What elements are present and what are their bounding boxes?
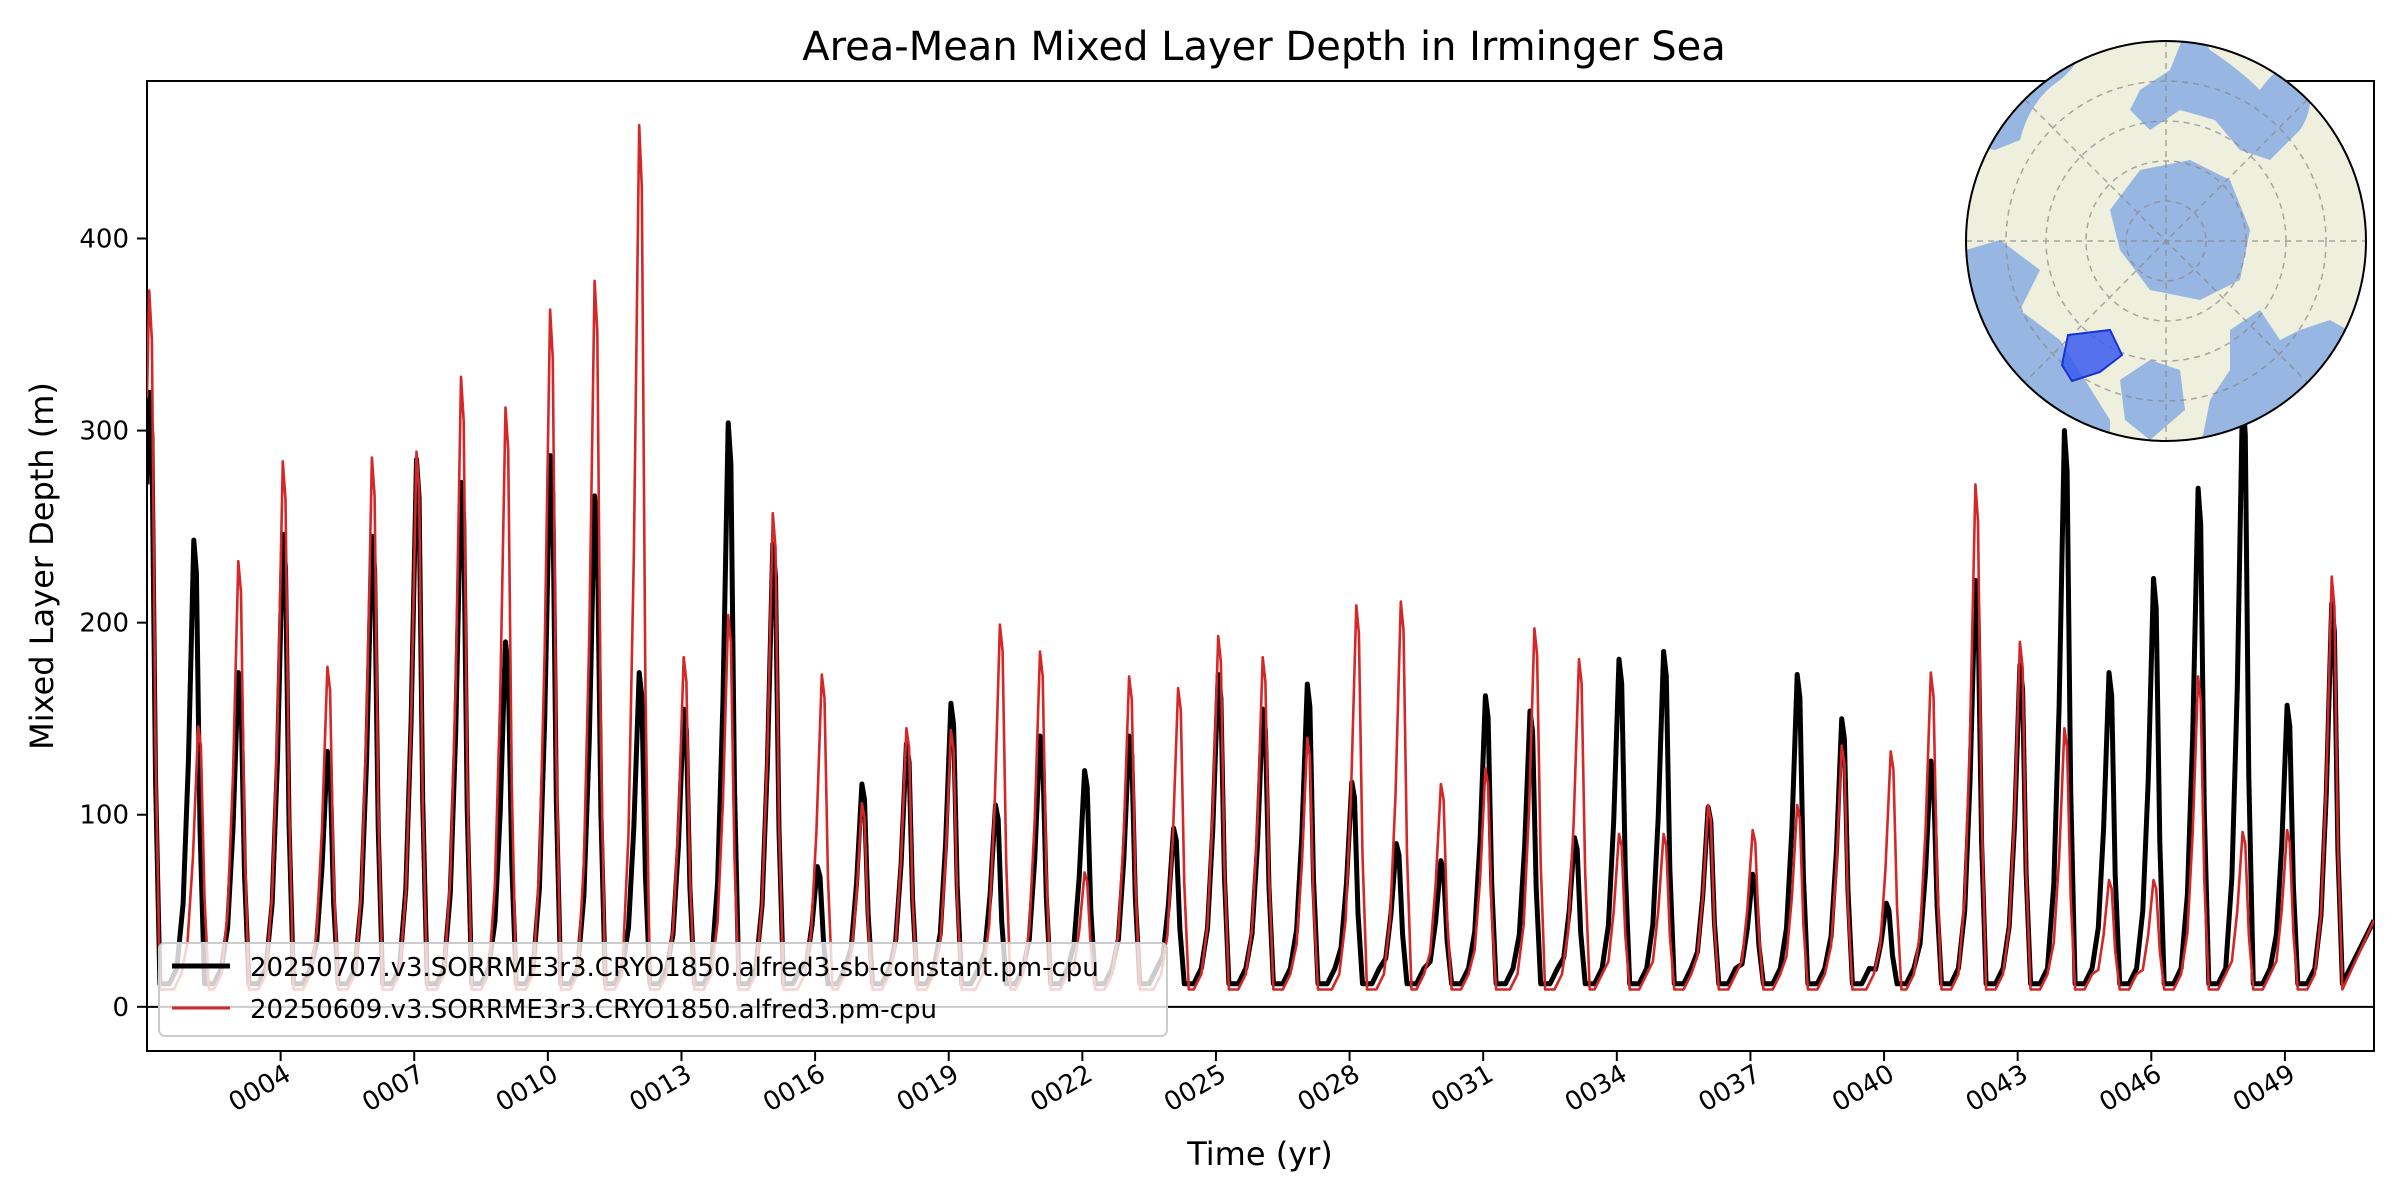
y-tick-label: 200 [79, 609, 129, 639]
x-tick-label: 0037 [1694, 1059, 1766, 1118]
x-tick-label: 0040 [1827, 1059, 1899, 1118]
legend-label-sb-constant: 20250707.v3.SORRME3r3.CRYO1850.alfred3-s… [250, 953, 1099, 983]
x-tick-label: 0031 [1426, 1059, 1498, 1118]
legend: 20250707.v3.SORRME3r3.CRYO1850.alfred3-s… [158, 942, 1168, 1037]
y-axis-ticks: 0 100 200 300 400 [79, 225, 147, 1023]
x-tick-label: 0013 [625, 1059, 697, 1118]
x-tick-label: 0022 [1026, 1059, 1098, 1118]
series-line-alfred3 [147, 123, 2374, 991]
x-tick-label: 0043 [1961, 1059, 2033, 1118]
chart-title: Area-Mean Mixed Layer Depth in Irminger … [802, 24, 1726, 70]
y-axis-label: Mixed Layer Depth (m) [23, 382, 61, 750]
x-tick-label: 0028 [1293, 1059, 1365, 1118]
inset-graticule [1966, 41, 2366, 441]
x-tick-label: 0034 [1560, 1059, 1632, 1118]
y-tick-label: 100 [79, 801, 129, 831]
x-tick-label: 0049 [2228, 1059, 2300, 1118]
legend-label-alfred3: 20250609.v3.SORRME3r3.CRYO1850.alfred3.p… [250, 995, 937, 1025]
inset-polar-map [1965, 40, 2367, 442]
x-axis-ticks: 0004 0007 0010 0013 0016 0019 0022 0025 0028 0031… [224, 1051, 2300, 1118]
x-tick-label: 0016 [758, 1059, 830, 1118]
y-tick-label: 400 [79, 225, 129, 255]
series-lines [147, 123, 2374, 991]
irminger-sea-region [2060, 328, 2124, 383]
x-axis-label: Time (yr) [1186, 1135, 1333, 1173]
x-tick-label: 0019 [892, 1059, 964, 1118]
x-tick-label: 0010 [491, 1059, 563, 1118]
y-tick-label: 0 [112, 993, 129, 1023]
x-tick-label: 0046 [2094, 1059, 2166, 1118]
legend-box [158, 942, 1168, 1037]
x-tick-label: 0007 [357, 1059, 429, 1118]
x-tick-label: 0004 [224, 1059, 296, 1118]
y-tick-label: 300 [79, 417, 129, 447]
x-tick-label: 0025 [1159, 1059, 1231, 1118]
